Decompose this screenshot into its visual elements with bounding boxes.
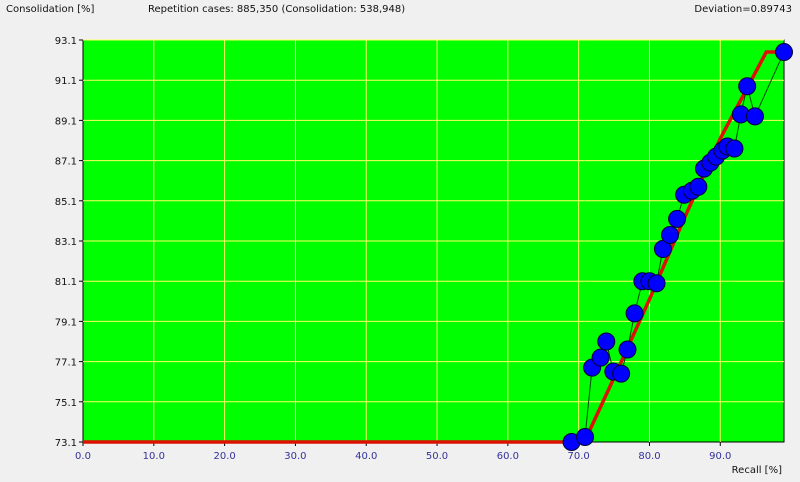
x-tick-label: 10.0 [143,451,165,462]
data-point [775,43,793,62]
x-tick-label: 0.0 [75,451,91,462]
y-tick-label: 83.1 [55,237,77,248]
x-tick-label: 90.0 [709,451,731,462]
y-tick-label: 75.1 [55,398,77,409]
data-point [689,177,708,196]
x-tick-label: 20.0 [213,451,235,462]
y-tick-label: 79.1 [55,317,77,328]
deviation: Deviation=0.89743 [694,4,792,15]
y-tick-label: 87.1 [55,157,77,168]
x-tick-label: 80.0 [638,451,660,462]
data-point [597,332,616,351]
y-tick-label: 91.1 [55,76,77,87]
y-tick-label: 81.1 [55,277,77,288]
data-point [725,139,744,158]
data-point [576,427,595,446]
data-point [738,77,757,96]
y-tick-label: 85.1 [55,197,77,208]
data-point [618,340,637,359]
x-tick-label: 60.0 [497,451,519,462]
x-tick-label: 40.0 [355,451,377,462]
y-tick-label: 93.1 [55,36,77,47]
x-tick-label: 50.0 [426,451,448,462]
data-point [745,107,764,126]
x-tick-label: 70.0 [568,451,590,462]
y-tick-label: 73.1 [55,438,77,449]
data-point [668,209,687,228]
x-tick-label: 30.0 [284,451,306,462]
data-point [612,364,631,383]
repetition-cases: Repetition cases: 885,350 (Consolidation… [148,4,406,15]
y-tick-label: 89.1 [55,116,77,127]
data-point [647,274,666,293]
data-point [591,348,610,367]
data-point [653,240,672,259]
y-tick-label: 77.1 [55,358,77,369]
y-axis-title: Consolidation [%] [6,4,95,15]
data-point [660,225,679,244]
x-axis-title: Recall [%] [731,465,782,476]
data-point [625,304,644,323]
